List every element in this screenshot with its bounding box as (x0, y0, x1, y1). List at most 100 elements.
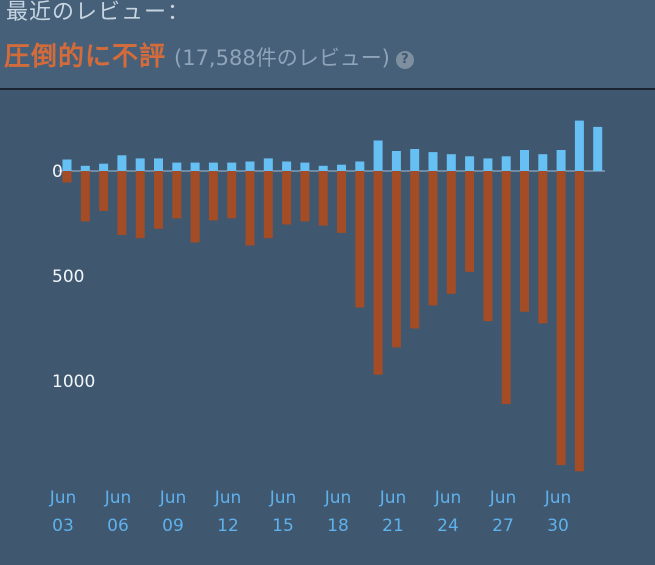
positive-bar-jul-01[interactable] (593, 126, 603, 171)
svg-text:Jun: Jun (489, 488, 517, 508)
negative-bar-jun-16[interactable] (318, 171, 328, 226)
positive-bar-jun-28[interactable] (538, 154, 548, 171)
positive-bar-jun-22[interactable] (428, 152, 438, 171)
y-tick-label: 0 (52, 162, 63, 182)
positive-bar-jun-18[interactable] (355, 161, 365, 171)
positive-bar-jun-30[interactable] (574, 120, 584, 171)
y-tick-label: 500 (52, 267, 84, 287)
negative-bar-jun-10[interactable] (208, 171, 218, 221)
x-tick-label: Jun 27 (489, 488, 517, 536)
svg-text:09: 09 (162, 516, 184, 536)
svg-text:21: 21 (382, 516, 404, 536)
positive-bar-jun-15[interactable] (300, 162, 310, 171)
negative-bar-jun-26[interactable] (501, 171, 511, 405)
positive-bar-jun-12[interactable] (245, 161, 255, 171)
x-tick-label: Jun 12 (214, 488, 242, 536)
review-bar-chart: 05001000Jun03Jun06Jun09Jun12Jun15Jun18Ju… (49, 120, 605, 536)
negative-bar-jun-07[interactable] (154, 171, 163, 229)
negative-bar-jun-25[interactable] (483, 171, 493, 322)
negative-bar-jun-20[interactable] (391, 171, 401, 348)
svg-text:27: 27 (492, 516, 514, 536)
negative-bar-jun-28[interactable] (538, 171, 548, 324)
negative-bar-jun-06[interactable] (135, 171, 145, 239)
negative-bar-jun-15[interactable] (300, 171, 310, 222)
svg-text:30: 30 (547, 516, 569, 536)
positive-bar-jun-27[interactable] (520, 150, 529, 171)
x-tick-label: Jun 18 (324, 488, 352, 536)
negative-bar-jun-11[interactable] (227, 171, 237, 219)
x-tick-label: Jun 15 (269, 488, 297, 536)
positive-bar-jun-23[interactable] (446, 154, 456, 171)
svg-text:15: 15 (272, 516, 294, 536)
negative-bar-jun-04[interactable] (99, 171, 109, 211)
positive-bar-jun-14[interactable] (282, 161, 292, 171)
positive-bar-jun-11[interactable] (227, 162, 237, 171)
x-tick-label: Jun 09 (159, 488, 187, 536)
svg-text:Jun: Jun (434, 488, 462, 508)
negative-bar-jun-12[interactable] (245, 171, 255, 246)
positive-bar-jun-19[interactable] (373, 140, 383, 171)
review-count: (17,588件のレビュー) (174, 46, 390, 70)
positive-bar-jun-10[interactable] (208, 162, 218, 171)
positive-bar-jun-09[interactable] (190, 162, 200, 171)
negative-bar-jun-29[interactable] (556, 171, 566, 465)
x-tick-label: Jun 03 (49, 488, 77, 536)
negative-bar-jun-22[interactable] (428, 171, 438, 306)
positive-bar-jun-26[interactable] (501, 156, 511, 171)
svg-text:Jun: Jun (214, 488, 242, 508)
positive-bar-jun-07[interactable] (154, 158, 163, 171)
svg-text:Jun: Jun (159, 488, 187, 508)
svg-text:Jun: Jun (379, 488, 407, 508)
negative-bar-jun-19[interactable] (373, 171, 383, 375)
positive-bar-jun-13[interactable] (263, 158, 273, 171)
positive-bar-jun-16[interactable] (318, 165, 328, 172)
x-tick-label: Jun 21 (379, 488, 407, 536)
negative-bar-jun-03[interactable] (80, 171, 90, 222)
positive-bar-jun-17[interactable] (337, 164, 346, 171)
svg-text:24: 24 (437, 516, 459, 536)
y-tick-label: 1000 (52, 372, 95, 392)
svg-text:12: 12 (217, 516, 239, 536)
rating-label[interactable]: 圧倒的に不評 (4, 42, 167, 72)
svg-text:06: 06 (107, 516, 129, 536)
help-icon[interactable]: ? (395, 51, 414, 69)
x-tick-label: Jun 06 (104, 488, 132, 536)
positive-bar-jun-04[interactable] (99, 163, 109, 171)
positive-bar-jun-06[interactable] (135, 158, 145, 171)
svg-text:Jun: Jun (104, 488, 132, 508)
negative-bar-jun-13[interactable] (263, 171, 273, 239)
negative-bar-jun-05[interactable] (117, 171, 127, 235)
review-summary-line: 圧倒的に不評 (17,588件のレビュー) ? (4, 36, 414, 73)
svg-text:Jun: Jun (324, 488, 352, 508)
header-divider (0, 88, 655, 90)
recent-reviews-title: 最近のレビュー： (6, 0, 191, 25)
svg-text:18: 18 (327, 516, 349, 536)
negative-bar-jun-30[interactable] (574, 171, 584, 472)
x-tick-label: Jun 24 (434, 488, 462, 536)
svg-text:Jun: Jun (269, 488, 297, 508)
negative-bar-jun-18[interactable] (355, 171, 365, 308)
negative-bar-jun-08[interactable] (172, 171, 182, 219)
negative-bar-jun-21[interactable] (410, 171, 420, 329)
positive-bar-jun-25[interactable] (483, 158, 493, 171)
positive-bar-jun-29[interactable] (556, 150, 566, 171)
positive-bar-jun-02[interactable] (62, 159, 72, 172)
positive-bar-jun-08[interactable] (172, 162, 182, 171)
positive-bar-jun-20[interactable] (391, 151, 401, 171)
x-tick-label: Jun 30 (544, 488, 572, 536)
positive-bar-jun-03[interactable] (80, 165, 90, 172)
positive-bar-jun-21[interactable] (410, 149, 420, 172)
negative-bar-jun-27[interactable] (520, 171, 529, 312)
review-summary-header: 最近のレビュー： 圧倒的に不評 (17,588件のレビュー) ? (0, 0, 655, 88)
positive-bar-jun-05[interactable] (117, 155, 127, 172)
positive-bar-jun-24[interactable] (465, 156, 475, 171)
negative-bar-jun-17[interactable] (337, 171, 346, 233)
chart-area: 0 500 1000 Jun 03 Jun 06 Jun 09 Jun 12 Jun 15 Jun 18 Ju… (0, 90, 655, 565)
negative-bar-jun-24[interactable] (465, 171, 475, 272)
negative-bar-jun-23[interactable] (446, 171, 456, 294)
negative-bar-jun-14[interactable] (282, 171, 292, 225)
svg-text:03: 03 (52, 516, 74, 536)
negative-bar-jun-09[interactable] (190, 171, 200, 243)
negative-bar-jun-02[interactable] (62, 171, 72, 183)
